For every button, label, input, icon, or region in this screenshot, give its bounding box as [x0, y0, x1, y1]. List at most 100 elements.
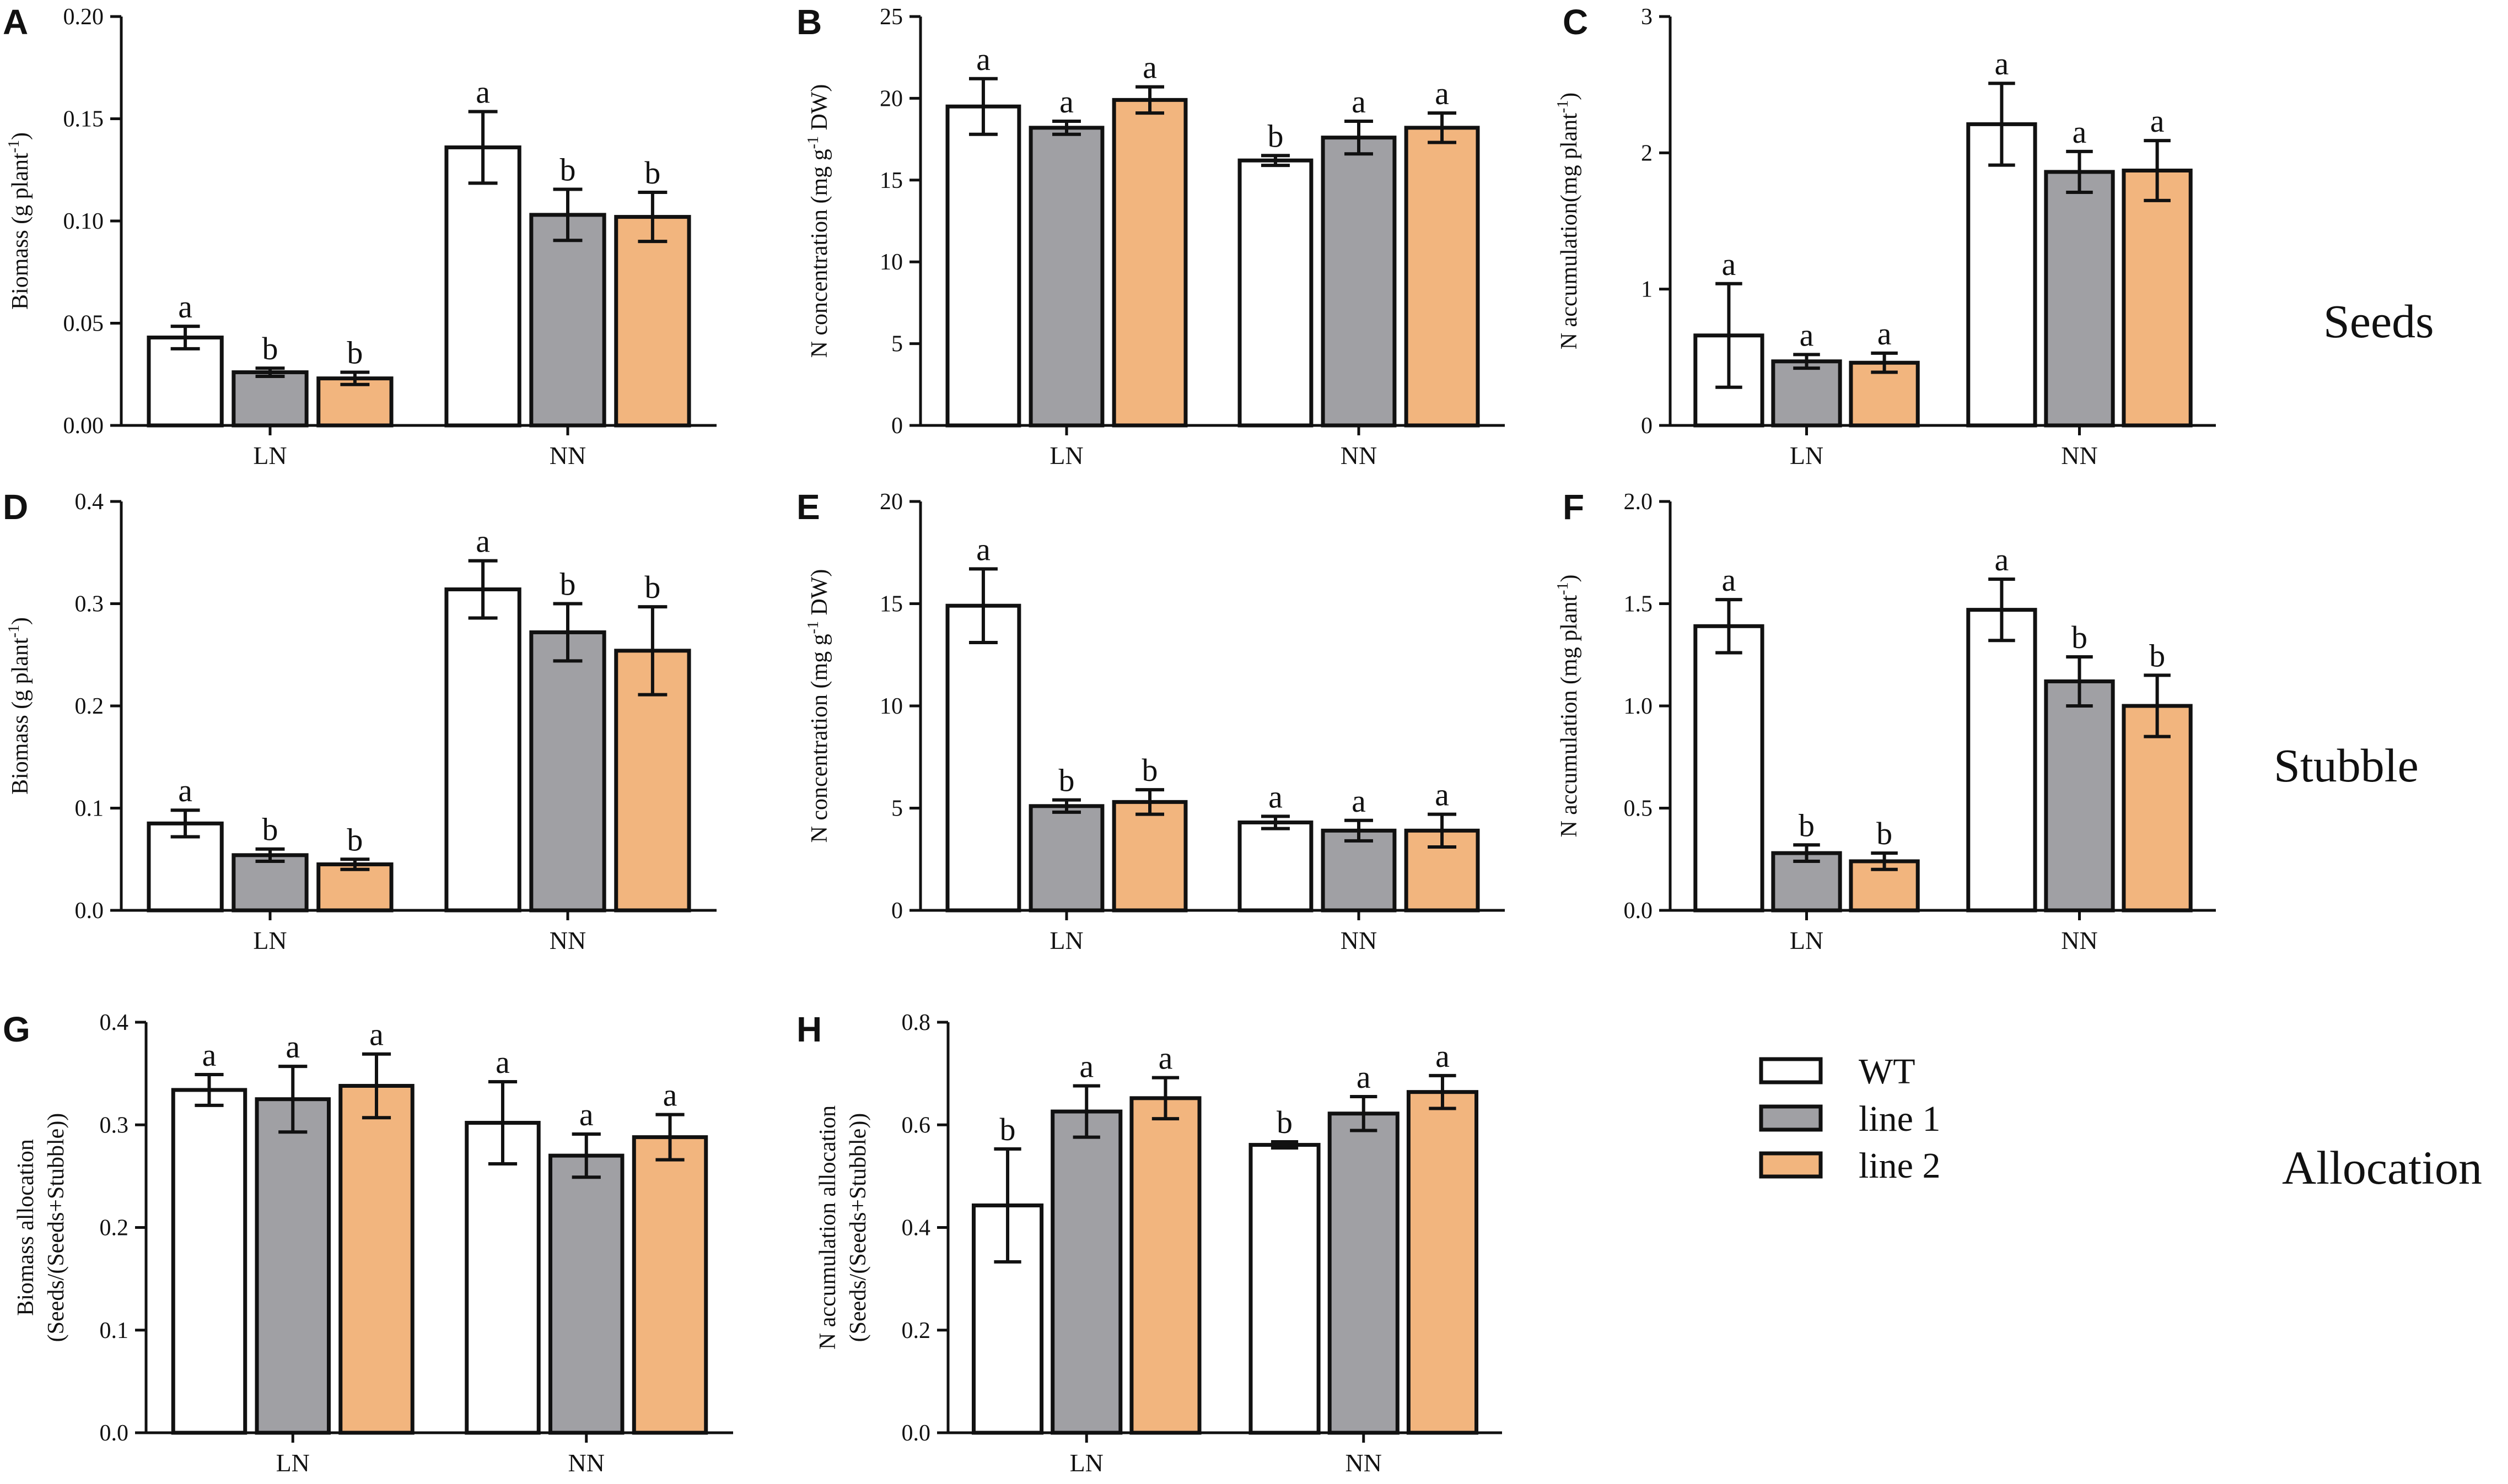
bar-d-nn-line1 [529, 630, 606, 913]
bar-c-nn-line2 [2122, 168, 2193, 428]
sig-letter-f-nn-wt: a [1995, 542, 2009, 578]
bar-b-nn-wt [1237, 158, 1314, 428]
y-tick-label-g-1: 0.1 [100, 1318, 129, 1343]
y-axis-title-tail-a: ) [8, 132, 33, 140]
legend-swatch-line1 [1759, 1104, 1823, 1132]
y-tick-label-d-1: 0.1 [75, 796, 104, 822]
x-tick-label-e-nn: NN [1341, 926, 1377, 954]
sig-letter-f-ln-wt: a [1722, 562, 1736, 598]
y-tick-label-h-2: 0.4 [902, 1216, 931, 1241]
x-tick-label-h-ln: LN [1070, 1449, 1104, 1477]
y-tick-label-a-1: 0.05 [63, 311, 104, 337]
y-axis-title-text-b: N concentration (mg g [807, 149, 832, 358]
legend-label-line2: line 2 [1859, 1146, 1940, 1186]
y-tick-label-a-4: 0.20 [63, 4, 104, 30]
y-tick-label-f-0: 0.0 [1624, 898, 1653, 924]
bar-h-nn-wt [1248, 1143, 1321, 1435]
row-label-allocation: Allocation [2282, 1141, 2482, 1194]
row-label-stubble: Stubble [2274, 739, 2419, 792]
y-tick-label-e-0: 0 [891, 898, 903, 924]
x-tick-label-c-ln: LN [1790, 441, 1823, 470]
bar-c-ln-line1 [1771, 359, 1842, 428]
y-tick-label-e-2: 10 [880, 694, 903, 719]
y-tick-label-b-1: 5 [891, 332, 903, 357]
sig-letter-c-nn-wt: a [1995, 46, 2009, 82]
sig-letter-g-nn-line2: a [663, 1077, 677, 1113]
y-tick-label-c-0: 0 [1641, 413, 1653, 439]
panel-d: Da b b LN a b b NN 0.0 0.1 0.2 0.3 0.4 Biomass (g pla… [3, 487, 717, 954]
x-tick-label-d-ln: LN [253, 926, 287, 954]
error-bar-c-ln-line1 [1793, 353, 1820, 370]
legend-swatch-wt [1759, 1057, 1823, 1084]
error-bar-c-ln-wt [1715, 282, 1742, 389]
y-tick-label-f-2: 1.0 [1624, 694, 1653, 719]
sig-letter-b-ln-wt: a [976, 41, 991, 77]
y-axis-title-superscript-e: -1 [805, 621, 822, 634]
error-bar-b-ln-line1 [1052, 119, 1081, 136]
sig-letter-h-nn-line2: a [1435, 1038, 1450, 1074]
sig-letter-c-nn-line2: a [2150, 103, 2165, 139]
bar-b-nn-line1 [1321, 136, 1397, 428]
error-bar-a-ln-wt [170, 325, 200, 350]
y-tick-label-c-3: 3 [1641, 4, 1653, 30]
x-tick-label-f-ln: LN [1790, 926, 1823, 954]
panel-letter-e: E [796, 487, 820, 527]
sig-letter-b-nn-line2: a [1435, 75, 1449, 111]
y-axis-title-superscript-c: -1 [1554, 100, 1571, 113]
y-axis-title-e: N concentration (mg g-1 DW) [805, 569, 832, 843]
x-tick-label-a-ln: LN [253, 441, 287, 470]
y-tick-label-f-4: 2.0 [1624, 489, 1653, 515]
bar-b-nn-line2 [1404, 126, 1480, 428]
y-axis-title-text-d: Biomass (g plant [8, 638, 33, 795]
sig-letter-d-ln-line2: b [347, 822, 363, 857]
sig-letter-h-nn-wt: b [1277, 1104, 1293, 1140]
panel-letter-g: G [3, 1010, 30, 1049]
y-axis-title-superscript-a: -1 [6, 140, 23, 153]
error-bar-a-ln-line1 [255, 366, 285, 378]
error-bar-c-ln-line2 [1871, 351, 1898, 374]
panel-letter-h: H [796, 1010, 822, 1049]
y-axis-title-superscript-f: -1 [1554, 582, 1571, 595]
y-tick-label-d-4: 0.4 [75, 489, 104, 515]
y-axis-title-line2-g: (Seeds/(Seeds+Stubble)) [44, 1113, 69, 1342]
x-tick-label-c-nn: NN [2061, 441, 2097, 470]
bar-g-ln-line2 [338, 1083, 415, 1435]
sig-letter-a-nn-wt: a [476, 74, 490, 110]
error-bar-d-ln-wt [170, 808, 200, 839]
y-tick-label-a-2: 0.10 [63, 209, 104, 234]
y-tick-label-e-3: 15 [880, 592, 903, 617]
y-axis-title-tail-d: ) [8, 617, 33, 625]
y-axis-title-text-c: N accumulation(mg plant [1557, 113, 1582, 350]
bar-e-ln-line1 [1029, 804, 1105, 913]
sig-letter-f-nn-line1: b [2071, 619, 2087, 655]
error-bar-h-ln-line2 [1151, 1076, 1180, 1121]
bar-b-ln-wt [945, 104, 1021, 428]
error-bar-b-nn-line2 [1428, 111, 1457, 144]
sig-letter-g-ln-line1: a [286, 1029, 300, 1065]
y-tick-label-b-5: 25 [880, 4, 903, 30]
error-bar-d-nn-line2 [638, 605, 668, 697]
bar-d-nn-wt [444, 587, 521, 913]
error-bar-d-ln-line1 [255, 847, 285, 863]
y-axis-title-a: Biomass (g plant-1) [6, 132, 33, 310]
panel-e: Ea b b LN a a a NN 0 5 10 15 20 N concentration (mg g… [796, 487, 1505, 954]
y-tick-label-g-2: 0.2 [100, 1216, 129, 1241]
bar-h-nn-line2 [1406, 1090, 1479, 1435]
sig-letter-e-nn-wt: a [1268, 779, 1283, 814]
bar-a-nn-line1 [529, 213, 606, 428]
error-bar-d-nn-line1 [553, 602, 583, 663]
sig-letter-g-ln-line2: a [369, 1017, 384, 1053]
sig-letter-e-nn-line1: a [1352, 783, 1366, 819]
bar-c-nn-line1 [2044, 170, 2115, 428]
bar-g-nn-line2 [632, 1135, 708, 1435]
y-axis-title-c: N accumulation(mg plant-1) [1554, 93, 1582, 350]
error-bar-g-ln-line1 [278, 1065, 308, 1134]
panel-letter-b: B [796, 2, 822, 42]
error-bar-f-nn-line2 [2144, 673, 2171, 738]
error-bar-h-nn-line1 [1350, 1095, 1377, 1132]
y-tick-label-b-4: 20 [880, 86, 903, 111]
sig-letter-c-ln-line1: a [1800, 317, 1814, 353]
error-bar-e-ln-wt [968, 567, 998, 644]
sig-letter-e-nn-line2: a [1435, 777, 1449, 813]
bar-e-nn-wt [1237, 820, 1314, 913]
